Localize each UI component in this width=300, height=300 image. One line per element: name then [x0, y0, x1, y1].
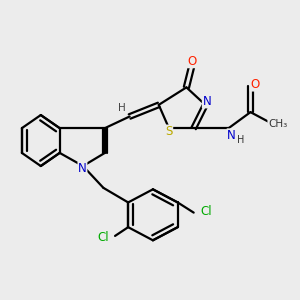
Text: N: N	[227, 129, 236, 142]
Text: S: S	[165, 125, 172, 138]
Text: Cl: Cl	[98, 231, 109, 244]
Text: CH₃: CH₃	[268, 119, 287, 129]
Text: Cl: Cl	[200, 205, 212, 218]
Text: H: H	[118, 103, 125, 113]
Text: O: O	[188, 55, 197, 68]
Text: O: O	[250, 78, 260, 91]
Text: N: N	[202, 95, 211, 108]
Text: H: H	[237, 135, 244, 146]
Text: N: N	[78, 162, 87, 175]
